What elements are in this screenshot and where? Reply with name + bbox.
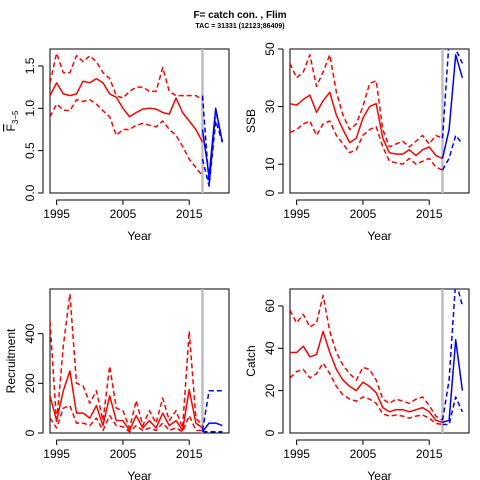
x-tick-label: 2015 bbox=[176, 447, 203, 461]
series-line-projection-dashed-5 bbox=[441, 134, 463, 171]
panel-recruitment: 1995 2005 2015 Year 0 200 400 Recruitment bbox=[4, 288, 230, 480]
series-line-projection-dashed-5 bbox=[442, 396, 464, 426]
y-tick-label: 0 bbox=[23, 429, 37, 436]
series-line-historic-dashed-0 bbox=[50, 293, 204, 429]
y-axis-label-main: F bbox=[4, 124, 18, 131]
x-axis-label: Year bbox=[127, 469, 151, 480]
y-tick-label: 10 bbox=[263, 157, 277, 171]
x-tick-label: 2005 bbox=[110, 447, 137, 461]
series-line-projection-solid-4 bbox=[442, 339, 464, 424]
series-group bbox=[290, 49, 464, 171]
y-axis-label: Recruitment bbox=[4, 328, 18, 393]
series-line-projection-dashed-3 bbox=[441, 289, 464, 421]
y-tick-label: 40 bbox=[263, 341, 277, 355]
series-line-historic-dashed-0 bbox=[290, 54, 443, 148]
x-tick-label: 1995 bbox=[43, 447, 70, 461]
y-tick-label: 0 bbox=[263, 189, 277, 196]
series-line-historic-dashed-2 bbox=[290, 362, 443, 426]
y-tick-label: 0 bbox=[263, 429, 277, 436]
y-tick-label: 60 bbox=[263, 299, 277, 313]
series-line-historic-solid-1 bbox=[50, 370, 203, 432]
y-axis-label: F3−5 bbox=[4, 110, 20, 131]
series-group bbox=[290, 289, 464, 426]
x-tick-label: 2015 bbox=[176, 207, 203, 221]
series-line-projection-dashed-5 bbox=[201, 120, 224, 187]
series-line-projection-dashed-3 bbox=[201, 390, 223, 431]
series-line-historic-dashed-0 bbox=[290, 294, 443, 421]
series-line-projection-solid-4 bbox=[201, 107, 224, 177]
x-tick-label: 1995 bbox=[283, 447, 310, 461]
series-line-historic-dashed-2 bbox=[50, 99, 204, 177]
y-tick-label: 200 bbox=[23, 373, 37, 393]
series-line-projection-solid-4 bbox=[201, 422, 223, 433]
figure-subtitle: TAC = 31331 (12123;86409) bbox=[195, 23, 285, 30]
x-axis-label: Year bbox=[127, 229, 151, 243]
series-group bbox=[50, 293, 223, 433]
y-tick-label: 0.0 bbox=[23, 184, 37, 201]
x-axis-label: Year bbox=[367, 469, 391, 480]
x-tick-label: 2015 bbox=[416, 447, 443, 461]
x-tick-label: 2005 bbox=[110, 207, 137, 221]
y-tick-label: 20 bbox=[263, 384, 277, 398]
y-tick-label: 50 bbox=[263, 42, 277, 56]
panel-fbar: 1995 2005 2015 Year 0.0 0.5 1.0 1.5 F3−5 bbox=[4, 48, 230, 243]
plot-frame bbox=[49, 288, 230, 434]
series-line-projection-dashed-3 bbox=[441, 49, 464, 139]
y-tick-label: 1.0 bbox=[23, 100, 37, 117]
panel-ssb: 1995 2005 2015 Year 0 10 30 50 SSB bbox=[244, 42, 470, 243]
x-tick-label: 2005 bbox=[350, 447, 377, 461]
plot-frame bbox=[289, 48, 470, 194]
y-axis-label-sub: 3−5 bbox=[11, 110, 20, 124]
x-axis-label: Year bbox=[367, 229, 391, 243]
plot-frame bbox=[49, 48, 230, 194]
series-line-historic-dashed-2 bbox=[290, 120, 443, 171]
series-line-historic-solid-1 bbox=[50, 77, 204, 143]
series-line-projection-solid-4 bbox=[441, 54, 464, 159]
y-tick-label: 0.5 bbox=[23, 142, 37, 159]
series-group bbox=[50, 52, 224, 187]
x-tick-label: 1995 bbox=[283, 207, 310, 221]
y-tick-label: 1.5 bbox=[23, 57, 37, 74]
x-tick-label: 1995 bbox=[43, 207, 70, 221]
series-line-historic-dashed-0 bbox=[50, 52, 203, 101]
series-line-historic-solid-1 bbox=[290, 91, 443, 160]
y-axis-label: SSB bbox=[244, 109, 258, 133]
series-line-historic-solid-1 bbox=[290, 330, 443, 424]
x-tick-label: 2005 bbox=[350, 207, 377, 221]
y-tick-label: 30 bbox=[263, 100, 277, 114]
y-tick-label: 400 bbox=[23, 323, 37, 343]
plot-frame bbox=[289, 288, 470, 434]
y-axis-label: Catch bbox=[244, 345, 258, 376]
figure-title: F= catch con. , Flim bbox=[193, 10, 287, 21]
x-tick-label: 2015 bbox=[416, 207, 443, 221]
panel-catch: 1995 2005 2015 Year 0 20 40 60 Catch bbox=[244, 288, 470, 480]
